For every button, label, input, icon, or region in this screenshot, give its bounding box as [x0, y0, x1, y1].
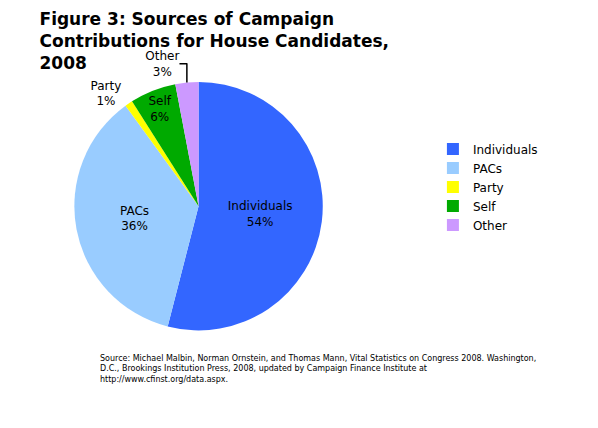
svg-text:Self6%: Self6%	[148, 94, 171, 124]
svg-text:Party: Party	[473, 181, 504, 195]
svg-text:Other: Other	[473, 219, 507, 233]
svg-text:PACs36%: PACs36%	[120, 204, 149, 234]
svg-text:Figure 3: Sources of CampaignC: Figure 3: Sources of CampaignContributio…	[40, 9, 390, 73]
svg-text:Individuals54%: Individuals54%	[228, 199, 293, 229]
svg-text:Individuals: Individuals	[473, 143, 538, 157]
svg-text:Self: Self	[473, 200, 496, 214]
svg-text:Source: Michael Malbin, Norman: Source: Michael Malbin, Norman Ornstein,…	[100, 354, 536, 384]
svg-text:Party1%: Party1%	[91, 79, 122, 109]
svg-text:PACs: PACs	[473, 162, 502, 176]
svg-text:Other3%: Other3%	[145, 49, 179, 79]
